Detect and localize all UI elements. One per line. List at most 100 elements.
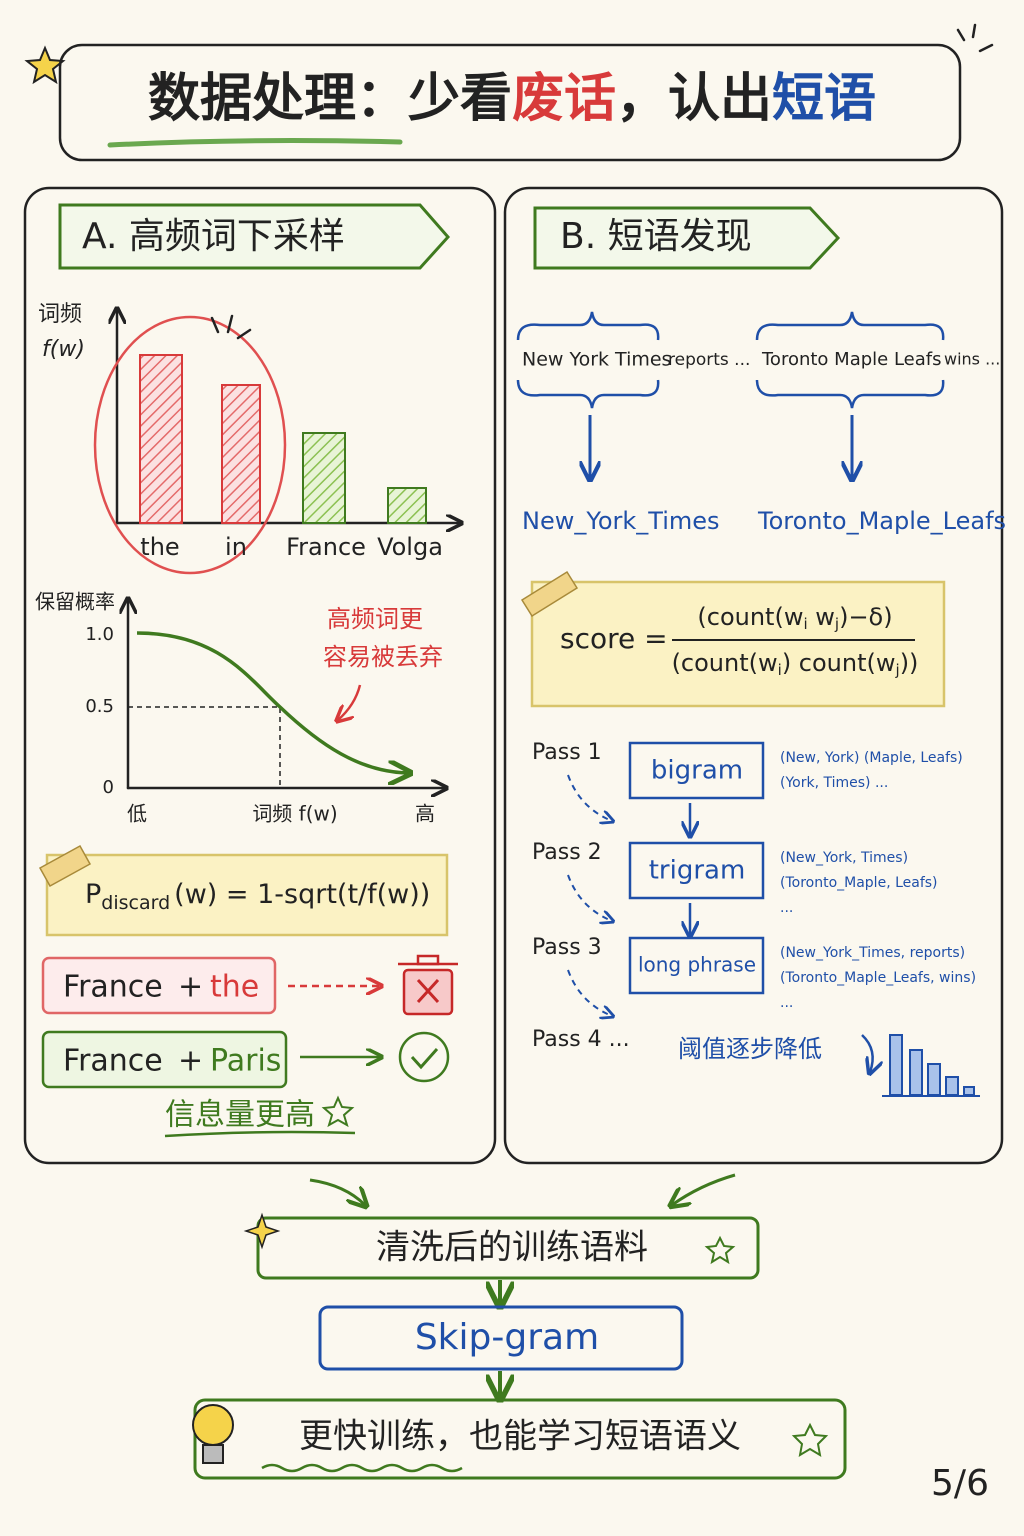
brace — [755, 311, 945, 341]
check-icon — [398, 1031, 450, 1083]
pass-label: Pass 4 ... — [532, 1027, 630, 1052]
formula: Pdiscard (w) = 1-sqrt(t/f(w)) — [85, 879, 430, 914]
pass-arrow — [567, 969, 612, 1016]
title-part: 废话 — [512, 69, 616, 129]
curve — [136, 631, 408, 773]
note: 信息量更高 — [165, 1098, 315, 1133]
y-tick-label: 0.5 — [85, 696, 114, 717]
formula-part: (count(w — [672, 649, 778, 677]
brace — [755, 379, 945, 409]
flow-step: Skip-gram — [415, 1317, 599, 1358]
pair-word: Paris — [210, 1044, 281, 1079]
axis-label: f(w) — [42, 337, 85, 362]
category-label: the — [140, 533, 179, 561]
formula-part: ) count(w — [782, 649, 896, 677]
star-icon — [704, 1235, 736, 1265]
category-label: Volga — [377, 533, 443, 561]
formula-box — [45, 853, 449, 937]
pair-plus: + — [178, 970, 203, 1005]
y-tick-label: 1.0 — [85, 624, 114, 645]
underline — [261, 1463, 463, 1473]
tape — [38, 844, 92, 888]
y-tick-label: 0 — [103, 777, 114, 798]
formula-subscript: i — [803, 615, 807, 633]
annotation-arrow — [338, 684, 362, 720]
pass-label: Pass 1 — [532, 740, 602, 765]
pass-label: Pass 3 — [532, 935, 602, 960]
x-label: 词频 f(w) — [252, 802, 337, 826]
pass-box — [628, 741, 765, 800]
formula-part: (count(w — [697, 603, 803, 631]
bar — [221, 384, 261, 524]
pass-arrow — [567, 874, 612, 921]
pass-example: (York, Times) ... — [780, 775, 888, 791]
pass-box-label: long phrase — [638, 953, 756, 977]
arrow — [309, 1178, 365, 1205]
phrase: New York Times — [522, 349, 671, 371]
sparkle — [243, 1212, 281, 1250]
flow-box — [318, 1305, 684, 1371]
pass-box-label: trigram — [649, 856, 746, 886]
flow-step: 更快训练，也能学习短语语义 — [299, 1417, 741, 1457]
formula-subscript: j — [834, 615, 839, 633]
pass-example: (New, York) (Maple, Leafs) — [780, 750, 963, 766]
pair-box — [41, 956, 277, 1015]
pass-example: (New_York, Times) — [780, 850, 908, 866]
annotation: 高频词更 — [327, 605, 423, 633]
pass-box — [628, 936, 765, 995]
pass-example: ... — [780, 900, 793, 916]
flow-box — [256, 1216, 760, 1280]
panel-heading: B. 短语发现 — [560, 216, 752, 257]
formula-subscript: discard — [101, 892, 170, 914]
pair-plus: + — [178, 1044, 203, 1079]
phrase-tail: reports ... — [668, 350, 750, 370]
formula-part: (w) = 1-sqrt(t/f(w)) — [174, 879, 430, 910]
sparkle — [956, 23, 994, 53]
pass-example: (Toronto_Maple, Leafs) — [780, 875, 938, 891]
bulb-icon — [192, 1404, 234, 1464]
underline — [107, 138, 403, 148]
formula-part: w — [808, 603, 835, 631]
title-part: 短语 — [772, 69, 876, 129]
arrow — [672, 1173, 736, 1205]
threshold-bars — [889, 1034, 975, 1096]
x-label: 高 — [415, 802, 435, 826]
formula-part: )−δ) — [839, 603, 893, 631]
x-label: 低 — [127, 802, 147, 826]
category-label: in — [225, 533, 247, 561]
underline — [164, 1130, 356, 1138]
brace — [516, 379, 660, 409]
passes: Pass 1 bigram (New, York) (Maple, Leafs) (Y… — [532, 740, 976, 1052]
heading-box — [58, 203, 451, 270]
bar — [387, 487, 427, 524]
annotation: 容易被丢弃 — [323, 643, 443, 671]
bar — [302, 432, 346, 524]
star-icon — [24, 45, 66, 85]
panel-a — [23, 186, 497, 1165]
score-box — [530, 580, 946, 708]
flow-step: 清洗后的训练语料 — [376, 1228, 648, 1268]
heading-box — [533, 206, 841, 270]
tape — [520, 570, 579, 618]
panel-heading: A. 高频词下采样 — [82, 216, 345, 257]
title-box — [58, 43, 962, 162]
highlight-circle — [93, 315, 287, 575]
pass-example: (New_York_Times, reports) — [780, 945, 965, 961]
title: 数据处理：少看废话，认出短语 — [148, 69, 876, 129]
score-numerator: (count(wi wj)−δ) — [697, 603, 892, 633]
arrow — [861, 1034, 873, 1072]
trash-icon — [398, 954, 458, 1016]
formula-part: )) — [900, 649, 919, 677]
category-label: France — [286, 533, 366, 561]
star-icon — [791, 1422, 829, 1457]
flow-box — [193, 1398, 847, 1480]
pass-arrow — [567, 774, 612, 821]
formula-subscript: i — [778, 661, 782, 679]
panel-b — [503, 186, 1004, 1165]
pass-box — [628, 841, 765, 900]
pass-example: (Toronto_Maple_Leafs, wins) — [780, 970, 976, 986]
check-mark — [410, 1048, 439, 1070]
pair-word: France — [63, 1044, 163, 1079]
score-label: score = — [560, 622, 668, 655]
